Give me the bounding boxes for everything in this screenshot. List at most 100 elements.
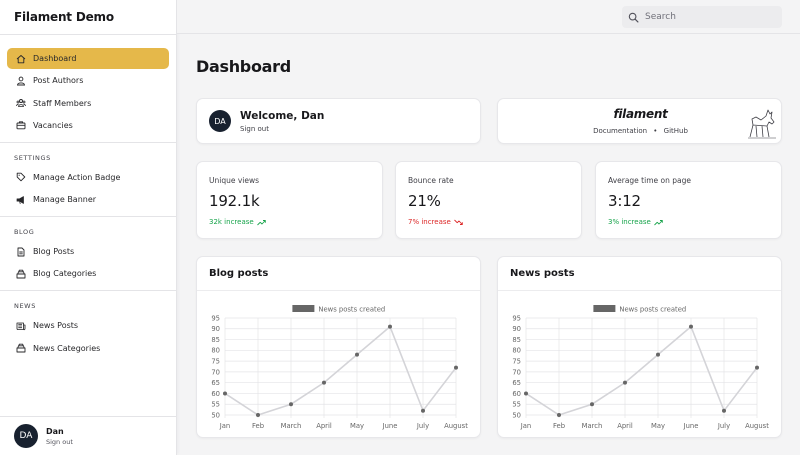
data-point[interactable]	[421, 408, 425, 413]
avatar[interactable]: DA	[14, 424, 38, 448]
stat-description: 32k increase	[209, 218, 370, 226]
sidebar-item-label: Manage Action Badge	[33, 172, 121, 182]
nav-heading-news: NEWS	[14, 302, 36, 311]
stat-card-unique-views: Unique views 192.1k 32k increase	[196, 161, 383, 239]
stat-value: 192.1k	[209, 192, 260, 210]
legend-swatch	[593, 305, 616, 312]
data-point[interactable]	[590, 402, 594, 407]
sidebar-item-label: News Categories	[33, 343, 101, 353]
search-input[interactable]	[645, 12, 775, 22]
series-line	[525, 325, 758, 416]
github-link[interactable]: GitHub	[663, 127, 688, 135]
x-tick-label: April	[316, 422, 332, 430]
y-tick-label: 70	[211, 368, 220, 376]
data-point[interactable]	[524, 391, 528, 396]
stat-label: Average time on page	[608, 176, 691, 185]
nav-settings: Manage Action Badge Manage Banner	[0, 167, 176, 210]
y-tick-label: 85	[211, 336, 220, 344]
chart-legend[interactable]: News posts created	[292, 305, 385, 313]
legend-label: News posts created	[318, 305, 385, 313]
users-icon	[15, 75, 26, 86]
data-point[interactable]	[223, 391, 227, 396]
y-tick-label: 85	[512, 336, 521, 344]
data-point[interactable]	[755, 365, 759, 370]
sidebar-item-blog-posts[interactable]: Blog Posts	[7, 241, 169, 262]
y-tick-label: 80	[512, 347, 521, 355]
sidebar-item-vacancies[interactable]: Vacancies	[7, 115, 169, 136]
sidebar-item-news-posts[interactable]: News Posts	[7, 315, 169, 336]
welcome-card: DA Welcome, Dan Sign out	[196, 98, 481, 144]
search-icon	[628, 12, 639, 23]
y-tick-label: 55	[211, 401, 220, 409]
nav-blog: Blog Posts Blog Categories	[0, 241, 176, 284]
legend-label: News posts created	[619, 305, 686, 313]
data-point[interactable]	[322, 380, 326, 385]
stat-label: Unique views	[209, 176, 260, 185]
filament-logo[interactable]: filament	[613, 107, 668, 121]
x-tick-label: Feb	[252, 422, 264, 430]
tag-icon	[15, 172, 26, 183]
user-group-icon	[15, 98, 26, 109]
news-posts-chart: News posts created 50 55 60 65 70 75 80 85 90 95 Ja…	[512, 305, 769, 430]
stat-description-text: 7% increase	[408, 218, 451, 226]
page-title: Dashboard	[196, 57, 291, 76]
y-tick-label: 90	[512, 325, 521, 333]
data-point[interactable]	[289, 402, 293, 407]
data-point[interactable]	[656, 352, 660, 357]
x-tick-label: August	[444, 422, 468, 430]
brand-title[interactable]: Filament Demo	[14, 10, 114, 24]
sidebar-item-dashboard[interactable]: Dashboard	[7, 48, 169, 69]
y-tick-label: 70	[512, 368, 521, 376]
sidebar-item-manage-banner[interactable]: Manage Banner	[7, 189, 169, 210]
sign-out-link[interactable]: Sign out	[46, 437, 73, 446]
trending-down-icon	[454, 219, 463, 225]
sidebar-item-label: Blog Posts	[33, 247, 75, 257]
sidebar-item-news-categories[interactable]: News Categories	[7, 338, 169, 359]
sidebar-item-label: News Posts	[33, 321, 79, 331]
sidebar-item-post-authors[interactable]: Post Authors	[7, 70, 169, 91]
sidebar-item-label: Post Authors	[33, 76, 84, 86]
search-box[interactable]	[622, 6, 782, 28]
home-icon	[15, 53, 26, 64]
data-point[interactable]	[388, 324, 392, 329]
data-point[interactable]	[722, 408, 726, 413]
y-tick-label: 80	[211, 347, 220, 355]
data-point[interactable]	[557, 413, 561, 417]
data-point[interactable]	[355, 352, 359, 357]
inbox-stack-icon	[15, 268, 26, 279]
documentation-link[interactable]: Documentation	[593, 127, 648, 135]
sidebar-item-manage-action-badge[interactable]: Manage Action Badge	[7, 167, 169, 188]
user-menu[interactable]: DA Dan Sign out	[0, 416, 176, 455]
divider	[0, 34, 176, 35]
y-tick-label: 75	[512, 358, 521, 366]
series-line	[224, 325, 457, 416]
x-tick-label: July	[717, 422, 730, 430]
chart-legend[interactable]: News posts created	[593, 305, 686, 313]
x-tick-label: June	[382, 422, 398, 430]
sidebar-item-label: Dashboard	[33, 54, 77, 63]
divider	[0, 216, 176, 218]
nav-main: Dashboard Post Authors Staff Members Vac…	[0, 48, 176, 136]
x-tick-label: August	[745, 422, 769, 430]
sidebar: Filament Demo Dashboard Post Authors Sta…	[0, 0, 177, 455]
y-tick-label: 55	[512, 401, 521, 409]
topbar	[177, 0, 800, 34]
blog-posts-chart-card: Blog posts News posts created 50 55 60 65 70 7…	[196, 256, 481, 438]
x-tick-label: March	[582, 422, 603, 430]
trending-up-icon	[654, 219, 663, 225]
data-point[interactable]	[256, 413, 260, 417]
x-tick-label: May	[350, 422, 364, 430]
x-tick-label: May	[651, 422, 665, 430]
data-point[interactable]	[454, 365, 458, 370]
sign-out-button[interactable]: Sign out	[240, 124, 269, 133]
data-point[interactable]	[689, 324, 693, 329]
stat-description: 3% increase	[608, 218, 769, 226]
sidebar-item-staff-members[interactable]: Staff Members	[7, 93, 169, 114]
sidebar-item-label: Blog Categories	[33, 269, 97, 279]
data-point[interactable]	[623, 380, 627, 385]
sidebar-item-blog-categories[interactable]: Blog Categories	[7, 263, 169, 284]
y-tick-label: 65	[211, 379, 220, 387]
stat-card-average-time: Average time on page 3:12 3% increase	[595, 161, 782, 239]
chart-title: Blog posts	[209, 268, 269, 279]
user-info: Dan Sign out	[46, 427, 73, 446]
